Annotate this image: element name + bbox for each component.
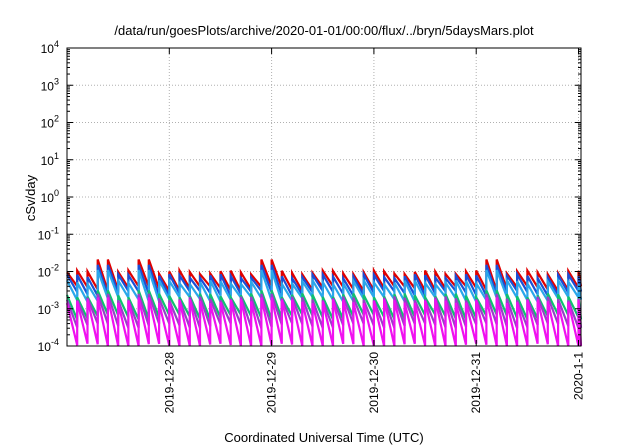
chart-title: /data/run/goesPlots/archive/2020-01-01/0…	[114, 23, 534, 38]
series-line-3	[66, 269, 583, 307]
series-line-4	[65, 289, 583, 321]
y-tick-label: 102	[41, 114, 59, 131]
y-tick-label: 10-4	[38, 337, 59, 354]
y-tick-label: 10-2	[38, 263, 59, 280]
series-line-2	[66, 264, 583, 301]
y-tick-label: 10-3	[38, 300, 59, 317]
series-line-6	[65, 297, 583, 347]
series-line-5	[65, 293, 583, 329]
y-tick-label: 100	[41, 188, 59, 205]
y-axis-label: cSv/day	[23, 174, 38, 221]
x-tick-label: 2019-12-30	[367, 352, 381, 414]
x-tick-label: 2019-12-29	[265, 352, 279, 414]
y-tick-label: 10-1	[38, 225, 59, 242]
x-tick-label: 2020-1-1	[572, 352, 586, 400]
y-tick-label: 103	[41, 76, 59, 93]
data-series	[65, 259, 583, 347]
x-tick-label: 2019-12-28	[162, 352, 176, 414]
x-axis-label: Coordinated Universal Time (UTC)	[224, 430, 423, 445]
y-tick-label: 104	[41, 39, 59, 56]
x-tick-label: 2019-12-31	[469, 352, 483, 414]
axis-ticks: 10-4 10-3 10-2 10-1 100 101 102 103 104 2019-12-2…	[38, 39, 586, 413]
series-line-1	[66, 259, 583, 296]
y-tick-label: 101	[41, 151, 59, 168]
